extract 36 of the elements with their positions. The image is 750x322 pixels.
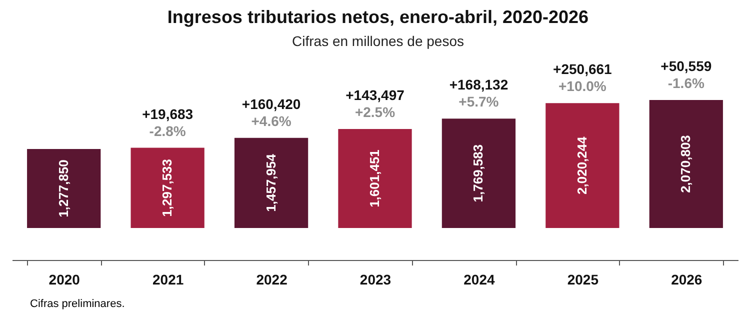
annotation: +19,683 xyxy=(142,106,194,122)
data-label: 1,601,451 xyxy=(367,150,382,208)
bar xyxy=(130,148,204,228)
text: Cifras preliminares. xyxy=(30,298,125,310)
bar xyxy=(442,118,516,228)
chart-subtitle: Cifras en millones de pesos xyxy=(292,33,464,49)
x-tick-label: 2025 xyxy=(567,272,599,288)
annotation: +10.0% xyxy=(558,78,607,94)
data-label: 1,297,533 xyxy=(160,158,175,217)
annotation: +5.7% xyxy=(458,94,500,110)
annotation: +160,420 xyxy=(242,96,301,112)
bar xyxy=(338,129,412,228)
annotation: +168,132 xyxy=(449,76,508,93)
x-tick-label: 2024 xyxy=(464,272,495,288)
annotation: -2.8% xyxy=(149,122,186,139)
bar xyxy=(27,149,101,228)
annotation: -1.6% xyxy=(668,75,705,91)
bar xyxy=(546,103,620,228)
data-label: 2,070,803 xyxy=(678,135,694,193)
annotation: +143,497 xyxy=(346,87,405,104)
x-tick-label: 2023 xyxy=(360,272,392,288)
data-label: 1,277,850 xyxy=(56,160,71,218)
x-tick-label: 2021 xyxy=(152,272,184,288)
chart-title: Ingresos tributarios netos, enero-abril, 2020-2026 xyxy=(167,7,589,27)
data-label: 1,769,583 xyxy=(470,144,486,202)
bar xyxy=(649,100,723,228)
x-tick-label: 2026 xyxy=(671,272,702,288)
x-tick-label: 2022 xyxy=(256,272,288,288)
data-label: 2,020,244 xyxy=(574,136,590,194)
bar xyxy=(234,138,308,228)
annotation: +2.5% xyxy=(354,104,396,120)
annotation: +50,559 xyxy=(660,58,712,74)
x-tick-label: 2020 xyxy=(48,272,80,288)
annotation: +4.6% xyxy=(251,112,292,129)
annotation: +250,661 xyxy=(553,61,612,78)
data-label: 1,457,954 xyxy=(263,153,278,212)
